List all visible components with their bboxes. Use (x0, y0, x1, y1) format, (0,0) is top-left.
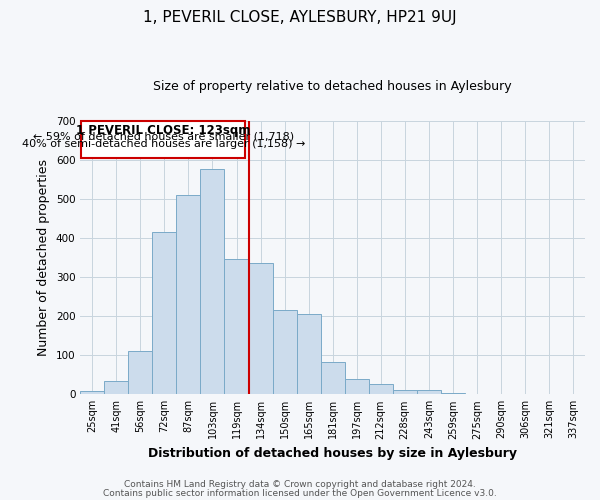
Text: 1 PEVERIL CLOSE: 123sqm: 1 PEVERIL CLOSE: 123sqm (76, 124, 250, 138)
Title: Size of property relative to detached houses in Aylesbury: Size of property relative to detached ho… (154, 80, 512, 93)
X-axis label: Distribution of detached houses by size in Aylesbury: Distribution of detached houses by size … (148, 447, 517, 460)
Bar (104, 380, 128, 394)
Text: 40% of semi-detached houses are larger (1,158) →: 40% of semi-detached houses are larger (… (22, 138, 305, 148)
Bar (176, 195, 200, 394)
Bar (344, 380, 368, 394)
Bar (441, 392, 465, 394)
Bar (248, 264, 272, 394)
Bar (272, 310, 296, 394)
Bar (393, 390, 417, 394)
Bar (200, 170, 224, 394)
Bar (368, 384, 393, 394)
Text: Contains public sector information licensed under the Open Government Licence v3: Contains public sector information licen… (103, 488, 497, 498)
Bar (224, 260, 248, 394)
FancyBboxPatch shape (82, 120, 245, 158)
Text: Contains HM Land Registry data © Crown copyright and database right 2024.: Contains HM Land Registry data © Crown c… (124, 480, 476, 489)
Bar (417, 390, 441, 394)
Bar (128, 352, 152, 395)
Bar (296, 314, 320, 394)
Y-axis label: Number of detached properties: Number of detached properties (37, 159, 50, 356)
Bar (152, 232, 176, 394)
Text: 1, PEVERIL CLOSE, AYLESBURY, HP21 9UJ: 1, PEVERIL CLOSE, AYLESBURY, HP21 9UJ (143, 10, 457, 25)
Text: ← 59% of detached houses are smaller (1,718): ← 59% of detached houses are smaller (1,… (32, 132, 294, 141)
Bar (80, 391, 104, 394)
Bar (320, 362, 344, 394)
